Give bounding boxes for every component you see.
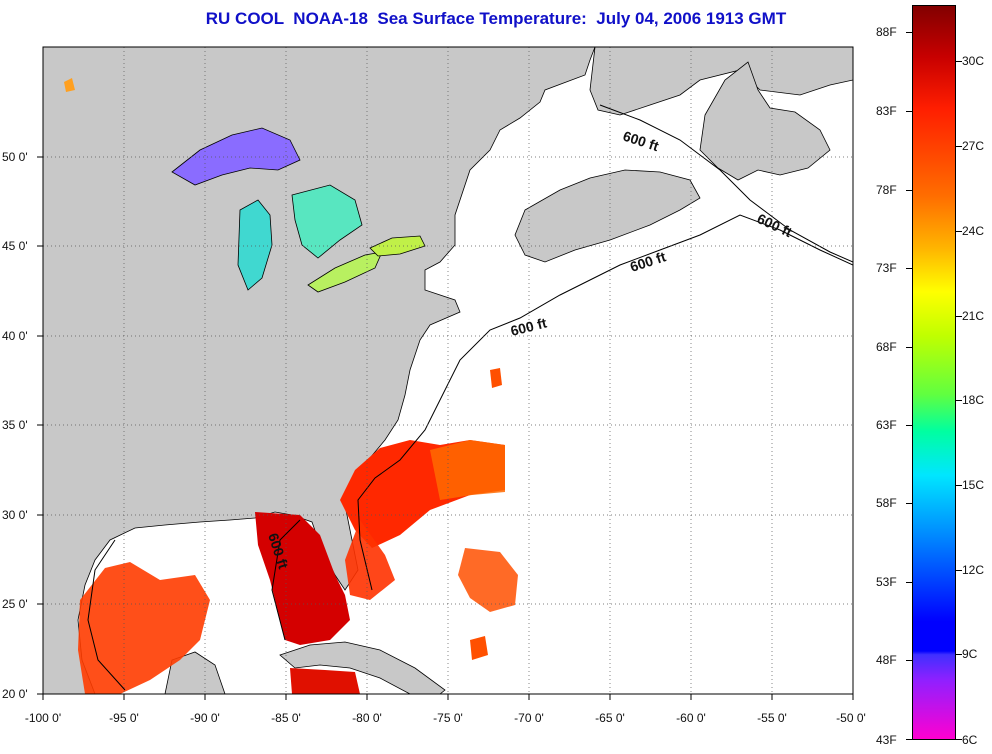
sst-swath-atlantic-orange (430, 440, 505, 500)
x-tick-label: -90 0' (190, 711, 220, 725)
temperature-colorbar (912, 5, 956, 740)
colorbar-tick (956, 485, 962, 486)
colorbar-tick (956, 61, 962, 62)
x-tick-label: -60 0' (676, 711, 706, 725)
great-lakes (171, 127, 426, 293)
colorbar-label-c: 9C (962, 647, 978, 661)
y-tick-label: 40 0' (2, 329, 28, 343)
colorbar-label-f: 63F (876, 418, 897, 432)
sst-swath-florida-straits (345, 520, 395, 600)
colorbar-label-c: 18C (962, 393, 985, 407)
colorbar-tick (956, 570, 962, 571)
colorbar-label-c: 24C (962, 224, 985, 238)
x-tick-label: -100 0' (25, 711, 61, 725)
depth-contour-600ft (87, 214, 853, 691)
sst-speck-hatteras (490, 368, 502, 388)
colorbar-tick (906, 660, 912, 661)
colorbar-label-f: 68F (876, 340, 897, 354)
colorbar-label-f: 53F (876, 575, 897, 589)
colorbar-label-f: 78F (876, 183, 897, 197)
newfoundland-land (699, 61, 831, 181)
colorbar-tick (956, 316, 962, 317)
x-tick-label: -70 0' (514, 711, 544, 725)
x-tick-label: -85 0' (271, 711, 301, 725)
colorbar-label-f: 83F (876, 104, 897, 118)
lake-erie (307, 251, 383, 293)
colorbar-tick (956, 231, 962, 232)
colorbar-label-c: 15C (962, 478, 985, 492)
y-axis: 20 0' 25 0' 30 0' 35 0' 40 0' 45 0' 50 0… (2, 150, 43, 701)
colorbar-label-f: 58F (876, 496, 897, 510)
sst-observations (64, 78, 518, 694)
depth-contour-600ft-north (599, 104, 853, 263)
colorbar-label-c: 30C (962, 54, 985, 68)
colorbar-label-c: 21C (962, 309, 985, 323)
colorbar-label-f: 43F (876, 733, 897, 747)
colorbar-label-c: 6C (962, 733, 978, 747)
x-tick-label: -55 0' (757, 711, 787, 725)
lake-huron (291, 184, 363, 259)
x-tick-label: -75 0' (433, 711, 463, 725)
x-tick-label: -80 0' (352, 711, 382, 725)
colorbar-tick (956, 739, 962, 740)
colorbar-label-c: 27C (962, 139, 985, 153)
y-tick-label: 25 0' (2, 597, 28, 611)
colorbar-tick (906, 425, 912, 426)
chart-title: RU COOL NOAA-18 Sea Surface Temperature:… (205, 9, 787, 28)
colorbar-tick (956, 146, 962, 147)
y-tick-label: 30 0' (2, 508, 28, 522)
x-tick-label: -95 0' (109, 711, 139, 725)
maritimes-land (514, 169, 701, 263)
y-tick-label: 35 0' (2, 418, 28, 432)
y-tick-label: 45 0' (2, 239, 28, 253)
colorbar-tick (906, 739, 912, 740)
colorbar-tick (906, 190, 912, 191)
lake-ontario (369, 235, 426, 257)
colorbar-label-f: 48F (876, 653, 897, 667)
sst-speck-caribbean (470, 636, 488, 660)
colorbar-tick (956, 654, 962, 655)
x-axis: -100 0' -95 0' -90 0' -85 0' -80 0' -75 … (25, 694, 866, 725)
lake-superior (171, 127, 301, 186)
sst-swath-bahamas (458, 548, 518, 612)
sst-swath-cuba-south (290, 668, 360, 694)
colorbar-label-f: 73F (876, 261, 897, 275)
y-tick-label: 20 0' (2, 687, 28, 701)
sst-speck-nw (64, 78, 75, 92)
grid (43, 47, 853, 694)
sst-swath-gulf-west (78, 562, 210, 694)
y-tick-label: 50 0' (2, 150, 28, 164)
colorbar-label-f: 88F (876, 25, 897, 39)
cuba-land (279, 641, 446, 694)
x-tick-label: -50 0' (836, 711, 866, 725)
colorbar-tick (906, 503, 912, 504)
labrador-land (589, 47, 853, 116)
colorbar-tick (906, 32, 912, 33)
colorbar-tick (956, 400, 962, 401)
colorbar-tick (906, 268, 912, 269)
x-tick-label: -65 0' (595, 711, 625, 725)
lake-michigan (237, 199, 273, 291)
colorbar-label-c: 12C (962, 563, 985, 577)
colorbar-tick (906, 111, 912, 112)
colorbar-tick (906, 582, 912, 583)
colorbar-tick (906, 347, 912, 348)
